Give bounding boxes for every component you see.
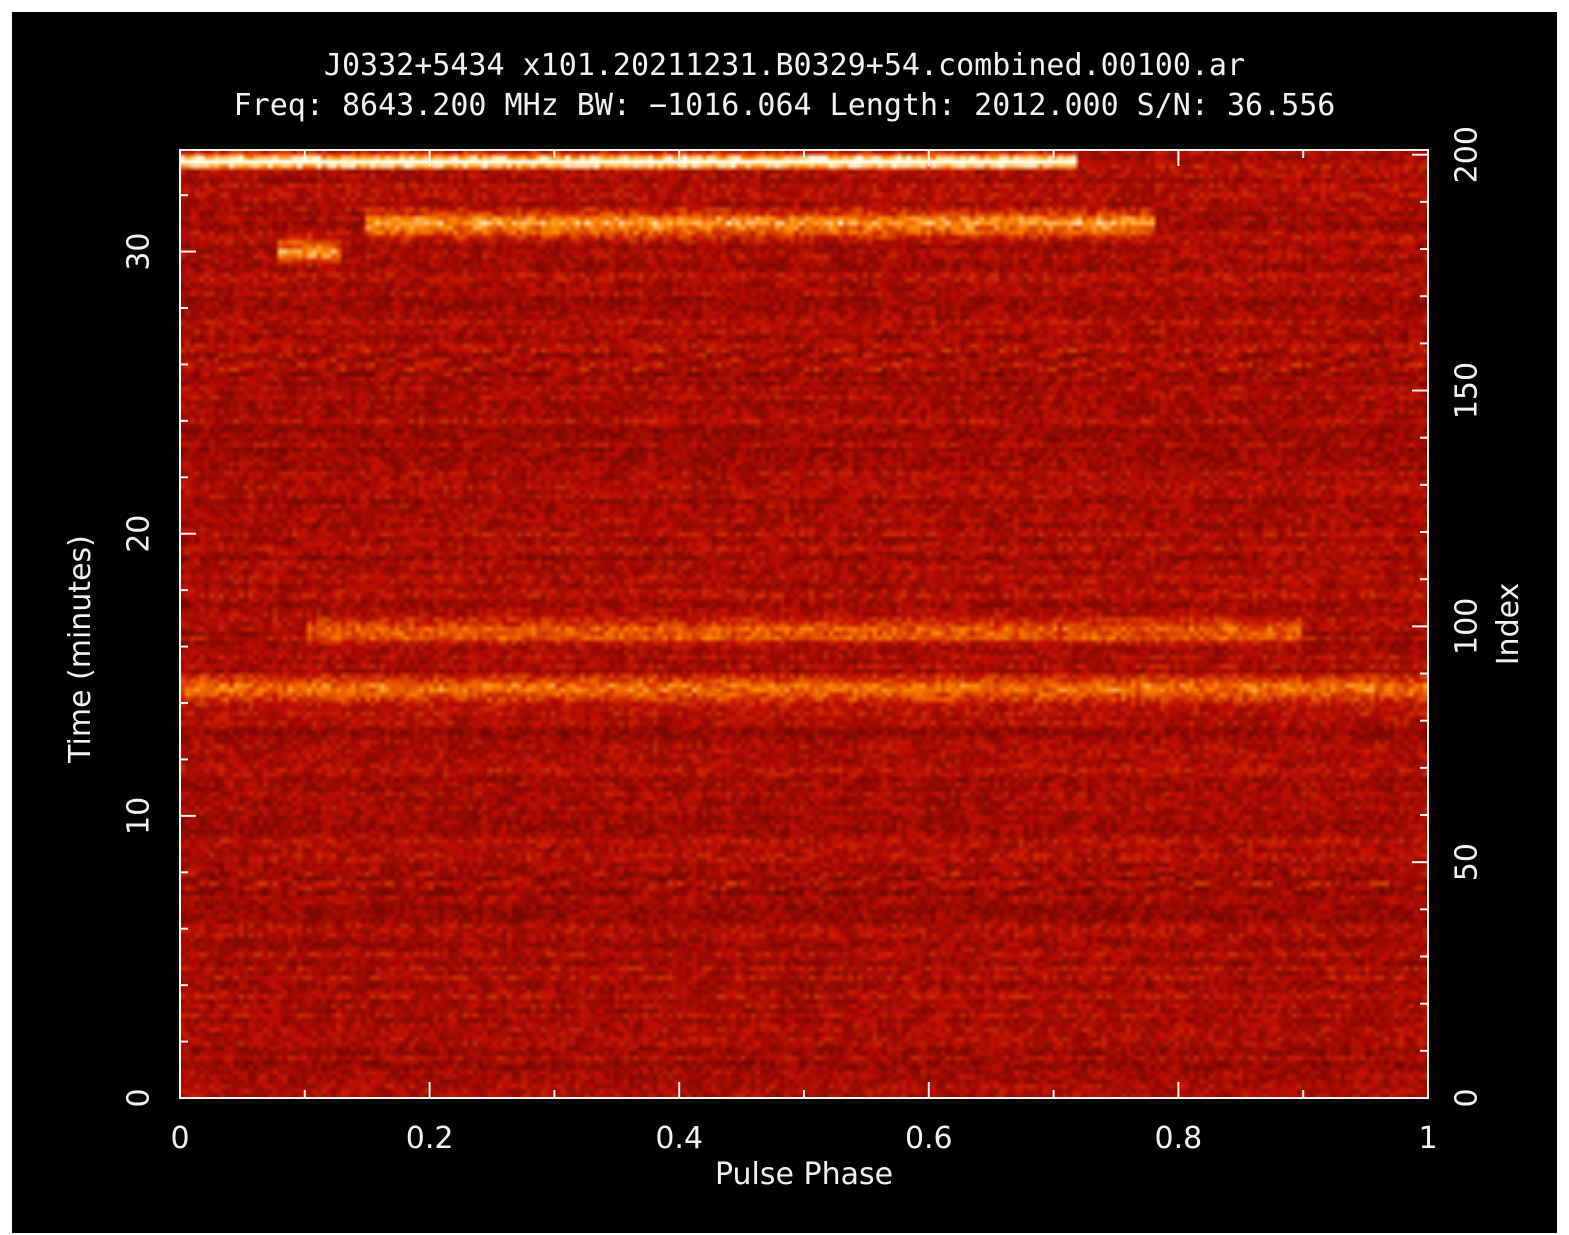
x-tick-label: 0.2 — [406, 1121, 454, 1156]
x-tick-label: 0.8 — [1155, 1121, 1203, 1156]
x-axis-label: Pulse Phase — [715, 1157, 893, 1192]
y2-tick-label: 50 — [1450, 843, 1485, 881]
y-axis-label: Time (minutes) — [63, 535, 98, 764]
y-tick-label: 30 — [122, 232, 157, 270]
y2-tick-label: 150 — [1450, 362, 1485, 419]
y-tick-label: 20 — [122, 515, 157, 553]
x-tick-label: 0.6 — [905, 1121, 953, 1156]
y2-axis-label: Index — [1491, 583, 1526, 666]
heatmap-image — [180, 150, 1428, 1098]
y-tick-label: 10 — [122, 797, 157, 835]
chart-subtitle: Freq: 8643.200 MHz BW: −1016.064 Length:… — [233, 88, 1336, 123]
y2-tick-label: 200 — [1450, 126, 1485, 183]
x-tick-label: 1 — [1418, 1121, 1437, 1156]
chart-title: J0332+5434 x101.20211231.B0329+54.combin… — [323, 48, 1246, 83]
y2-tick-label: 0 — [1450, 1088, 1485, 1107]
x-tick-label: 0.4 — [655, 1121, 703, 1156]
y-tick-label: 0 — [122, 1088, 157, 1107]
y2-tick-label: 100 — [1450, 598, 1485, 655]
x-tick-label: 0 — [170, 1121, 189, 1156]
